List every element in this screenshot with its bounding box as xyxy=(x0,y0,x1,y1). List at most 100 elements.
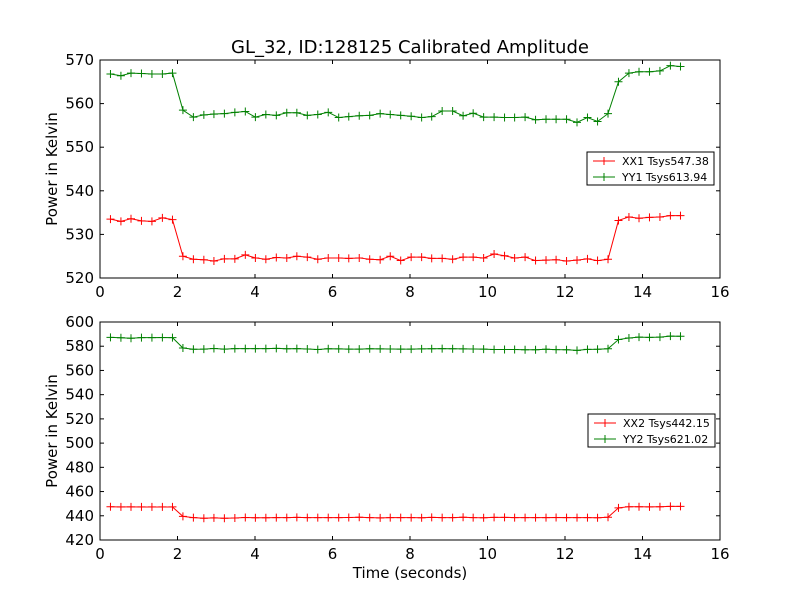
data-point-0-0-8 xyxy=(189,255,198,264)
y-axis-label: Power in Kelvin xyxy=(43,374,61,488)
data-point-1-1-45 xyxy=(573,346,582,355)
data-point-0-1-10 xyxy=(209,110,218,119)
x-tick-label: 6 xyxy=(328,283,338,301)
data-point-1-0-31 xyxy=(427,513,436,522)
data-point-1-0-4 xyxy=(147,502,156,511)
data-point-1-0-21 xyxy=(324,513,333,522)
data-point-1-1-28 xyxy=(396,345,405,354)
data-point-0-1-47 xyxy=(593,117,602,126)
data-point-0-1-41 xyxy=(531,115,540,124)
data-point-0-1-46 xyxy=(583,113,592,122)
x-tick-label: 6 xyxy=(328,545,338,563)
data-point-0-0-21 xyxy=(324,253,333,262)
y-tick-label: 530 xyxy=(65,225,94,243)
data-point-1-1-12 xyxy=(230,344,239,353)
data-point-1-1-54 xyxy=(666,332,675,341)
data-point-0-1-33 xyxy=(448,107,457,116)
data-point-0-0-29 xyxy=(407,253,416,262)
data-point-0-0-44 xyxy=(562,256,571,265)
data-point-0-0-14 xyxy=(251,253,260,262)
data-point-0-1-11 xyxy=(220,109,229,118)
data-point-1-1-50 xyxy=(624,333,633,342)
data-point-1-1-23 xyxy=(344,345,353,354)
data-point-0-0-49 xyxy=(614,216,623,225)
data-point-0-1-3 xyxy=(137,69,146,78)
data-point-1-0-12 xyxy=(230,513,239,522)
data-point-1-0-48 xyxy=(604,513,613,522)
data-point-1-1-49 xyxy=(614,335,623,344)
legend-marker xyxy=(601,435,609,443)
data-point-1-1-21 xyxy=(324,344,333,353)
y-tick-label: 560 xyxy=(65,95,94,113)
series-line-1-1 xyxy=(110,335,681,351)
data-point-1-0-40 xyxy=(521,513,530,522)
data-point-1-1-3 xyxy=(137,333,146,342)
y-tick-label: 560 xyxy=(65,361,94,379)
data-point-0-0-55 xyxy=(676,211,685,220)
data-point-1-1-53 xyxy=(655,333,664,342)
data-point-1-0-2 xyxy=(127,502,135,511)
bottom-plot: 0 2 4 6 8 10 12 14 16 420 440 460 480 500 520 540 560 580… xyxy=(43,313,730,582)
data-point-0-0-23 xyxy=(344,254,353,263)
data-point-0-1-54 xyxy=(666,61,675,70)
data-point-1-0-7 xyxy=(178,512,187,521)
data-point-0-1-25 xyxy=(365,111,374,120)
data-point-1-0-27 xyxy=(386,513,395,522)
data-point-1-0-29 xyxy=(407,513,416,522)
data-point-1-1-55 xyxy=(676,332,685,341)
data-point-1-1-25 xyxy=(365,344,374,353)
data-point-0-0-22 xyxy=(334,253,343,262)
y-tick-label: 520 xyxy=(65,410,94,428)
data-point-0-1-48 xyxy=(604,109,613,118)
data-point-0-1-51 xyxy=(635,67,644,76)
data-point-1-1-42 xyxy=(542,345,551,354)
data-point-0-1-13 xyxy=(241,107,250,116)
data-point-0-1-44 xyxy=(562,115,571,124)
legend-box xyxy=(586,151,715,186)
y-tick-label: 500 xyxy=(65,434,94,452)
chart-title: GL_32, ID:128125 Calibrated Amplitude xyxy=(231,37,589,58)
data-point-0-1-24 xyxy=(355,111,364,120)
data-point-1-1-30 xyxy=(417,344,426,353)
x-tick-label: 2 xyxy=(173,283,183,301)
data-point-0-0-38 xyxy=(500,251,509,260)
data-point-0-1-35 xyxy=(469,109,478,118)
data-point-1-0-38 xyxy=(500,513,509,522)
x-tick-label: 12 xyxy=(555,545,574,563)
data-point-1-0-44 xyxy=(562,513,571,522)
data-point-1-1-5 xyxy=(158,333,167,342)
legend-entry-label: YY2 Tsys621.02 xyxy=(622,433,708,446)
legend: XX2 Tsys442.15 YY2 Tsys621.02 xyxy=(587,413,716,448)
data-point-1-1-40 xyxy=(521,345,530,354)
data-point-1-0-39 xyxy=(510,513,519,522)
data-point-1-1-44 xyxy=(562,345,571,354)
data-point-0-1-49 xyxy=(614,77,623,86)
data-point-1-0-13 xyxy=(241,513,250,522)
data-point-1-0-22 xyxy=(334,513,343,522)
y-tick-label: 460 xyxy=(65,483,94,501)
x-tick-label: 10 xyxy=(478,283,497,301)
data-point-1-1-19 xyxy=(303,345,312,354)
data-point-1-1-17 xyxy=(282,344,291,353)
data-point-0-0-19 xyxy=(303,253,312,262)
data-point-0-1-42 xyxy=(542,115,551,124)
data-point-1-0-47 xyxy=(593,513,602,522)
data-point-1-0-8 xyxy=(189,513,198,522)
data-point-0-1-55 xyxy=(676,62,685,71)
x-tick-label: 16 xyxy=(710,283,729,301)
data-point-0-0-53 xyxy=(655,212,664,221)
data-point-1-1-11 xyxy=(220,345,229,354)
data-point-1-0-5 xyxy=(158,502,167,511)
legend-marker xyxy=(600,157,608,165)
data-point-0-0-46 xyxy=(583,254,592,263)
data-point-0-0-54 xyxy=(666,211,675,220)
data-point-1-0-43 xyxy=(552,513,561,522)
data-point-0-0-48 xyxy=(604,255,613,264)
x-tick-label: 0 xyxy=(95,283,105,301)
data-point-0-0-1 xyxy=(116,217,125,226)
data-point-0-1-8 xyxy=(189,113,198,122)
data-point-0-0-34 xyxy=(459,253,468,262)
legend: XX1 Tsys547.38 YY1 Tsys613.94 xyxy=(586,151,715,186)
data-point-0-1-20 xyxy=(313,110,322,119)
